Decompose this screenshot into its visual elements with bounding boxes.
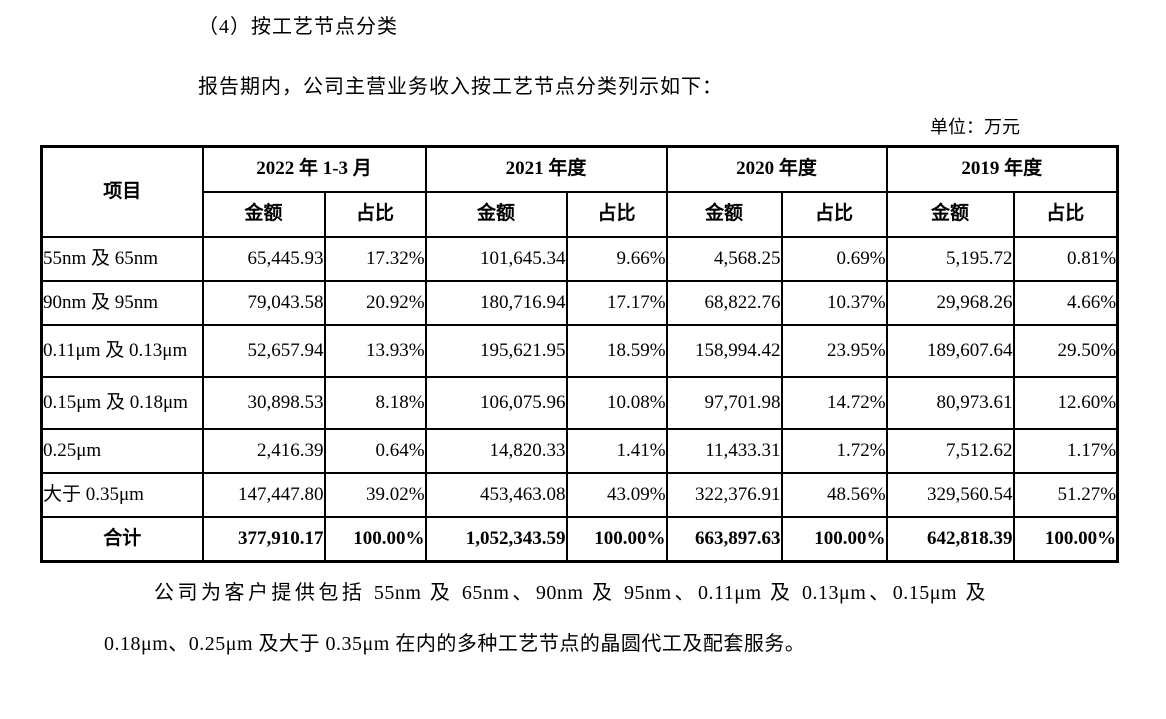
total-amount-cell: 377,910.17 bbox=[201, 515, 326, 563]
ratio-cell: 51.27% bbox=[1012, 471, 1119, 518]
row-label: 0.11μm 及 0.13μm bbox=[40, 323, 204, 378]
amount-cell: 30,898.53 bbox=[201, 375, 326, 430]
subheader-ratio: 占比 bbox=[323, 190, 427, 238]
row-label: 0.15μm 及 0.18μm bbox=[40, 375, 204, 430]
ratio-cell: 4.66% bbox=[1012, 279, 1119, 326]
ratio-cell: 0.81% bbox=[1012, 235, 1119, 282]
revenue-by-process-node-table: 项目 2022 年 1-3 月 2021 年度 2020 年度 2019 年度 … bbox=[40, 145, 1120, 563]
amount-cell: 14,820.33 bbox=[424, 427, 568, 474]
ratio-cell: 43.09% bbox=[565, 471, 668, 518]
total-ratio-cell: 100.00% bbox=[1012, 515, 1119, 563]
row-label: 0.25μm bbox=[40, 427, 204, 474]
ratio-cell: 23.95% bbox=[780, 323, 888, 378]
row-label: 55nm 及 65nm bbox=[40, 235, 204, 282]
column-header-item: 项目 bbox=[40, 145, 204, 238]
subheader-ratio: 占比 bbox=[780, 190, 888, 238]
subheader-amount: 金额 bbox=[424, 190, 568, 238]
amount-cell: 52,657.94 bbox=[201, 323, 326, 378]
table-row: 55nm 及 65nm 65,445.93 17.32% 101,645.34 … bbox=[40, 235, 1119, 282]
row-label: 大于 0.35μm bbox=[40, 471, 204, 518]
ratio-cell: 29.50% bbox=[1012, 323, 1119, 378]
ratio-cell: 12.60% bbox=[1012, 375, 1119, 430]
amount-cell: 7,512.62 bbox=[885, 427, 1015, 474]
amount-cell: 453,463.08 bbox=[424, 471, 568, 518]
ratio-cell: 48.56% bbox=[780, 471, 888, 518]
ratio-cell: 1.72% bbox=[780, 427, 888, 474]
ratio-cell: 0.69% bbox=[780, 235, 888, 282]
amount-cell: 80,973.61 bbox=[885, 375, 1015, 430]
table-row: 0.15μm 及 0.18μm 30,898.53 8.18% 106,075.… bbox=[40, 375, 1119, 430]
subheader-ratio: 占比 bbox=[565, 190, 668, 238]
ratio-cell: 8.18% bbox=[323, 375, 427, 430]
intro-paragraph: 报告期内，公司主营业务收入按工艺节点分类列示如下： bbox=[198, 76, 723, 98]
unit-label: 单位：万元 bbox=[930, 117, 1020, 137]
amount-cell: 180,716.94 bbox=[424, 279, 568, 326]
ratio-cell: 17.32% bbox=[323, 235, 427, 282]
amount-cell: 322,376.91 bbox=[665, 471, 783, 518]
ratio-cell: 10.37% bbox=[780, 279, 888, 326]
total-amount-cell: 1,052,343.59 bbox=[424, 515, 568, 563]
total-ratio-cell: 100.00% bbox=[565, 515, 668, 563]
amount-cell: 2,416.39 bbox=[201, 427, 326, 474]
total-amount-cell: 663,897.63 bbox=[665, 515, 783, 563]
ratio-cell: 0.64% bbox=[323, 427, 427, 474]
amount-cell: 97,701.98 bbox=[665, 375, 783, 430]
row-label: 90nm 及 95nm bbox=[40, 279, 204, 326]
amount-cell: 5,195.72 bbox=[885, 235, 1015, 282]
total-label: 合计 bbox=[40, 515, 204, 563]
amount-cell: 195,621.95 bbox=[424, 323, 568, 378]
total-amount-cell: 642,818.39 bbox=[885, 515, 1015, 563]
column-header-period-2022: 2022 年 1-3 月 bbox=[201, 145, 427, 193]
ratio-cell: 20.92% bbox=[323, 279, 427, 326]
amount-cell: 106,075.96 bbox=[424, 375, 568, 430]
subheader-amount: 金额 bbox=[665, 190, 783, 238]
total-ratio-cell: 100.00% bbox=[780, 515, 888, 563]
amount-cell: 329,560.54 bbox=[885, 471, 1015, 518]
table-row: 大于 0.35μm 147,447.80 39.02% 453,463.08 4… bbox=[40, 471, 1119, 518]
table-total-row: 合计 377,910.17 100.00% 1,052,343.59 100.0… bbox=[40, 515, 1119, 563]
column-header-period-2021: 2021 年度 bbox=[424, 145, 668, 193]
table-row: 0.11μm 及 0.13μm 52,657.94 13.93% 195,621… bbox=[40, 323, 1119, 378]
ratio-cell: 17.17% bbox=[565, 279, 668, 326]
subheader-amount: 金额 bbox=[885, 190, 1015, 238]
subheader-ratio: 占比 bbox=[1012, 190, 1119, 238]
amount-cell: 158,994.42 bbox=[665, 323, 783, 378]
column-header-period-2020: 2020 年度 bbox=[665, 145, 888, 193]
amount-cell: 4,568.25 bbox=[665, 235, 783, 282]
total-ratio-cell: 100.00% bbox=[323, 515, 427, 563]
ratio-cell: 14.72% bbox=[780, 375, 888, 430]
table-row: 0.25μm 2,416.39 0.64% 14,820.33 1.41% 11… bbox=[40, 427, 1119, 474]
amount-cell: 29,968.26 bbox=[885, 279, 1015, 326]
ratio-cell: 18.59% bbox=[565, 323, 668, 378]
table-row: 90nm 及 95nm 79,043.58 20.92% 180,716.94 … bbox=[40, 279, 1119, 326]
ratio-cell: 1.17% bbox=[1012, 427, 1119, 474]
amount-cell: 79,043.58 bbox=[201, 279, 326, 326]
amount-cell: 68,822.76 bbox=[665, 279, 783, 326]
ratio-cell: 13.93% bbox=[323, 323, 427, 378]
column-header-period-2019: 2019 年度 bbox=[885, 145, 1119, 193]
section-title: （4）按工艺节点分类 bbox=[198, 16, 398, 38]
amount-cell: 11,433.31 bbox=[665, 427, 783, 474]
amount-cell: 189,607.64 bbox=[885, 323, 1015, 378]
amount-cell: 147,447.80 bbox=[201, 471, 326, 518]
amount-cell: 65,445.93 bbox=[201, 235, 326, 282]
ratio-cell: 10.08% bbox=[565, 375, 668, 430]
ratio-cell: 9.66% bbox=[565, 235, 668, 282]
amount-cell: 101,645.34 bbox=[424, 235, 568, 282]
footnote-paragraph: 公司为客户提供包括 55nm 及 65nm、90nm 及 95nm、0.11μm… bbox=[104, 582, 986, 655]
ratio-cell: 1.41% bbox=[565, 427, 668, 474]
ratio-cell: 39.02% bbox=[323, 471, 427, 518]
subheader-amount: 金额 bbox=[201, 190, 326, 238]
